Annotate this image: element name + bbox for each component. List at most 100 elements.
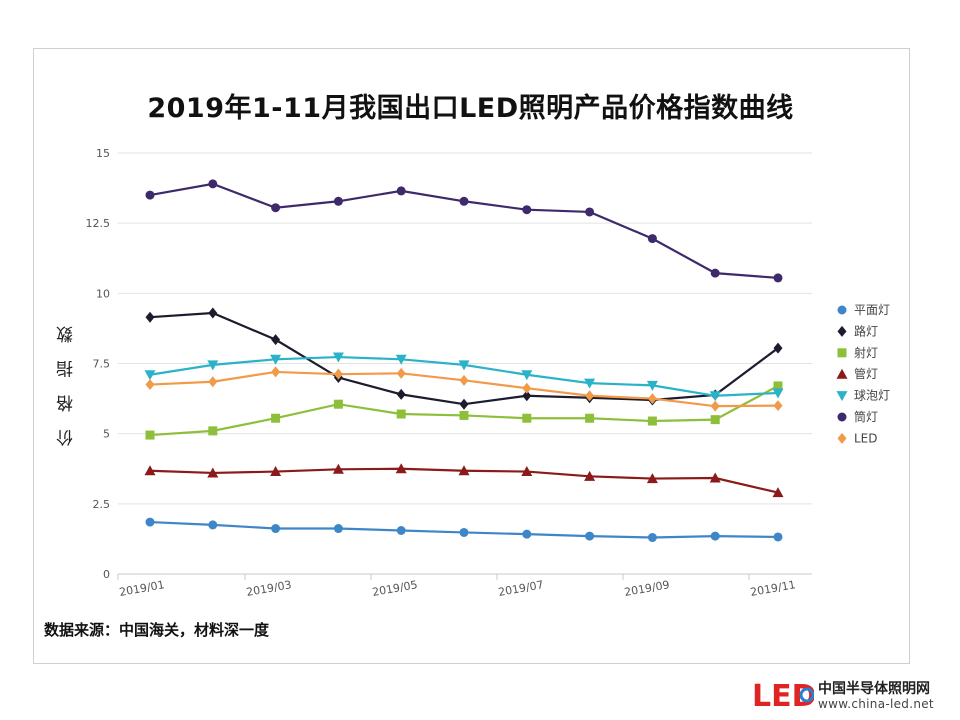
- data-point: [585, 390, 595, 402]
- series-4: [144, 463, 784, 498]
- x-tick-label: 2019/05: [371, 578, 418, 599]
- data-point: [584, 470, 596, 481]
- y-tick-label: 15: [96, 147, 110, 160]
- data-point: [145, 379, 155, 391]
- data-point: [585, 531, 595, 541]
- gridlines: [118, 152, 812, 575]
- data-point: [522, 529, 532, 539]
- data-point: [646, 473, 658, 484]
- data-point: [459, 374, 469, 386]
- data-point: [647, 234, 657, 244]
- data-point: [772, 388, 784, 399]
- data-point: [395, 463, 407, 474]
- legend-marker: [837, 325, 847, 337]
- data-point: [396, 367, 406, 379]
- data-point: [271, 334, 281, 346]
- data-point: [396, 525, 406, 535]
- y-tick-label: 7.5: [93, 358, 111, 371]
- data-point: [145, 190, 155, 200]
- legend-item: LED: [837, 431, 878, 445]
- data-point: [647, 393, 657, 405]
- legend-marker: [837, 348, 847, 358]
- data-point: [271, 524, 281, 534]
- legend-label: 筒灯: [854, 409, 878, 424]
- x-tick-label: 2019/11: [749, 578, 796, 599]
- legend-item: 路灯: [837, 323, 878, 338]
- data-point: [333, 368, 343, 380]
- data-point: [522, 205, 532, 215]
- data-point: [521, 466, 533, 477]
- data-point: [647, 416, 657, 426]
- data-point: [773, 400, 783, 412]
- y-tick-label: 0: [103, 568, 110, 581]
- legend-item: 射灯: [837, 345, 878, 360]
- legend-item: 平面灯: [837, 303, 890, 317]
- data-point: [332, 463, 344, 474]
- led-logo-icon: LED: [752, 679, 814, 710]
- legend-item: 球泡灯: [836, 389, 890, 403]
- data-point: [585, 207, 595, 217]
- data-point: [208, 520, 218, 530]
- series-group: [144, 179, 784, 543]
- data-point: [710, 268, 720, 278]
- source-note: 数据来源：中国海关，材料深一度: [44, 621, 270, 639]
- data-point: [772, 487, 784, 498]
- x-tick-label: 2019/01: [118, 578, 165, 599]
- legend-label: 射灯: [854, 345, 878, 360]
- data-point: [144, 465, 156, 476]
- data-point: [333, 524, 343, 534]
- legend-marker: [836, 368, 848, 379]
- data-point: [144, 370, 156, 381]
- data-point: [709, 472, 721, 483]
- data-point: [459, 527, 469, 537]
- y-tick-label: 12.5: [86, 217, 111, 230]
- data-point: [459, 196, 469, 206]
- data-point: [521, 370, 533, 381]
- data-point: [458, 465, 470, 476]
- series-3: [145, 381, 783, 440]
- data-point: [145, 517, 155, 527]
- data-point: [585, 413, 595, 423]
- site-logo[interactable]: LED 中国半导体照明网 www.china-led.net: [752, 676, 952, 716]
- data-point: [395, 354, 407, 365]
- data-point: [459, 410, 469, 420]
- data-point: [710, 400, 720, 412]
- data-point: [522, 413, 532, 423]
- series-6: [145, 179, 783, 283]
- data-point: [773, 273, 783, 283]
- y-tick-label: 10: [96, 287, 110, 300]
- data-point: [396, 186, 406, 196]
- data-point: [332, 352, 344, 363]
- data-point: [271, 413, 281, 423]
- series-2: [145, 307, 783, 410]
- data-point: [207, 360, 219, 371]
- legend-marker: [837, 412, 847, 422]
- legend-marker: [837, 305, 847, 315]
- data-point: [145, 430, 155, 440]
- svg-text:LED: LED: [752, 679, 814, 710]
- legend-label: 路灯: [854, 323, 878, 338]
- legend-marker: [836, 391, 848, 402]
- data-point: [271, 203, 281, 213]
- series-5: [144, 352, 784, 402]
- legend-label: 管灯: [854, 366, 878, 381]
- data-point: [710, 531, 720, 541]
- data-point: [459, 398, 469, 410]
- legend-item: 筒灯: [837, 409, 878, 424]
- data-point: [584, 378, 596, 389]
- data-point: [333, 399, 343, 409]
- data-point: [458, 360, 470, 371]
- legend-marker: [837, 432, 847, 444]
- logo-site-name: 中国半导体照明网: [818, 681, 930, 697]
- logo-site-url: www.china-led.net: [818, 697, 934, 711]
- x-tick-label: 2019/09: [623, 578, 670, 599]
- data-point: [647, 533, 657, 543]
- data-point: [709, 391, 721, 402]
- series-line: [149, 384, 779, 437]
- x-tick-label: 2019/03: [245, 578, 292, 599]
- data-point: [208, 376, 218, 388]
- data-point: [208, 426, 218, 436]
- data-point: [773, 381, 783, 391]
